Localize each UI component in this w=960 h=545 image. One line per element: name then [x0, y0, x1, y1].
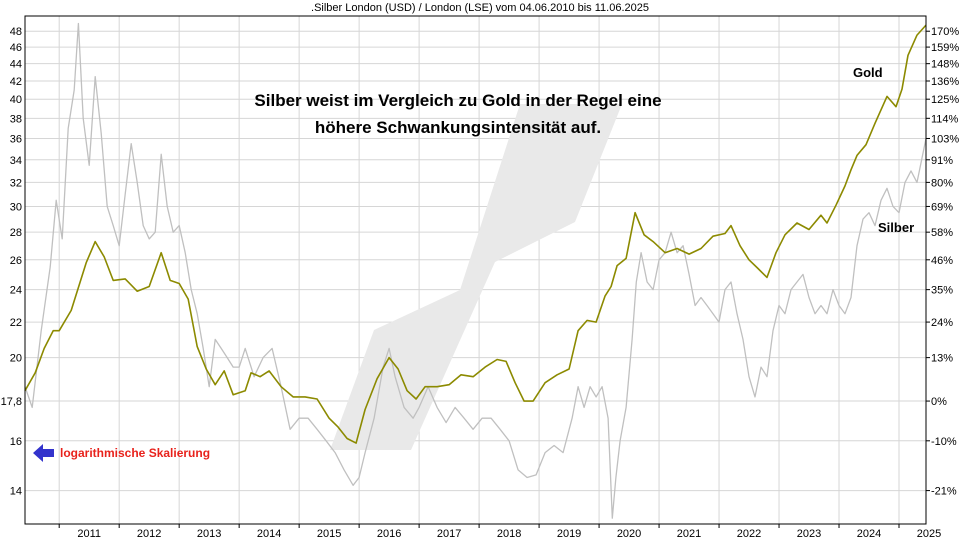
- x-tick-label: 2025: [917, 528, 941, 540]
- y-tick-label-right: 13%: [931, 353, 953, 365]
- y-tick-label-right: 46%: [931, 255, 953, 267]
- y-tick-label-right: 0%: [931, 396, 947, 408]
- x-axis: 2011 2012 2013 2014 2015 2016 2017 2018 2019 2020…: [58, 524, 941, 540]
- y-tick-label-left: 42: [10, 76, 22, 88]
- x-tick-label: 2023: [797, 528, 821, 540]
- annotation-line-2: höhere Schwankungsintensität auf.: [315, 118, 601, 137]
- y-tick-label-left: 36: [10, 133, 22, 145]
- y-tick-label-right: 80%: [931, 177, 953, 189]
- y-tick-label-left: 40: [10, 94, 22, 106]
- plot-frame: [24, 15, 927, 525]
- y-tick-label-right: 148%: [931, 59, 959, 71]
- x-tick-label: 2015: [317, 528, 341, 540]
- x-tick-label: 2020: [617, 528, 641, 540]
- y-tick-label-right: 159%: [931, 42, 959, 54]
- chart-title: .Silber London (USD) / London (LSE) vom …: [311, 2, 649, 14]
- y-tick-label-left: 46: [10, 42, 22, 54]
- x-tick-label: 2019: [557, 528, 581, 540]
- y-axis-right: -21% -10% 0% 13% 24% 35% 46% 58% 69% 80% 91% 103% 11…: [926, 26, 959, 498]
- y-tick-label-right: 125%: [931, 94, 959, 106]
- annotation-line-1: Silber weist im Vergleich zu Gold in der…: [254, 91, 661, 110]
- y-tick-label-right: 136%: [931, 76, 959, 88]
- y-tick-label-right: 24%: [931, 317, 953, 329]
- grid: [25, 16, 926, 524]
- y-tick-label-right: 103%: [931, 133, 959, 145]
- arrow-left-icon: [33, 444, 54, 462]
- y-tick-label-left: 44: [10, 59, 22, 71]
- y-tick-label-left: 28: [10, 227, 22, 239]
- y-tick-label-left: 24: [10, 285, 22, 297]
- series-line-silber: [24, 22, 927, 519]
- series-label-silber: Silber: [878, 220, 914, 235]
- x-tick-label: 2016: [377, 528, 401, 540]
- y-tick-label-left: 48: [10, 26, 22, 38]
- series-label-gold: Gold: [853, 65, 883, 80]
- x-tick-label: 2021: [677, 528, 701, 540]
- y-tick-label-right: -10%: [931, 436, 957, 448]
- x-tick-label: 2022: [737, 528, 761, 540]
- y-tick-label-right: 114%: [931, 113, 959, 125]
- y-tick-label-left: 14: [10, 486, 22, 498]
- scale-note: logarithmische Skalierung: [60, 446, 210, 460]
- x-tick-label: 2024: [857, 528, 881, 540]
- y-tick-label-left: 38: [10, 113, 22, 125]
- y-tick-label-left: 32: [10, 177, 22, 189]
- x-tick-label: 2011: [77, 528, 101, 540]
- x-tick-label: 2017: [437, 528, 461, 540]
- y-tick-label-left: 17,8: [1, 396, 22, 408]
- y-tick-label-right: 69%: [931, 201, 953, 213]
- y-tick-label-right: 91%: [931, 155, 953, 167]
- y-tick-label-right: -21%: [931, 486, 957, 498]
- y-tick-label-left: 26: [10, 255, 22, 267]
- x-tick-label: 2018: [497, 528, 521, 540]
- y-axis-left: 14 16 17,8 20 22 24 26 28 30 32 34 36 38 40 42 44 46 48: [1, 26, 22, 497]
- y-tick-label-right: 35%: [931, 285, 953, 297]
- y-tick-label-left: 20: [10, 353, 22, 365]
- series-line-gold: [24, 24, 927, 444]
- y-tick-label-right: 170%: [931, 26, 959, 38]
- y-tick-label-left: 16: [10, 436, 22, 448]
- x-tick-label: 2013: [197, 528, 221, 540]
- x-tick-label: 2014: [257, 528, 281, 540]
- y-tick-label-left: 30: [10, 201, 22, 213]
- y-tick-label-left: 22: [10, 317, 22, 329]
- volatility-illustration: [330, 104, 622, 450]
- series-layer: [24, 22, 927, 519]
- x-tick-label: 2012: [137, 528, 161, 540]
- y-tick-label-left: 34: [10, 155, 22, 167]
- y-tick-label-right: 58%: [931, 227, 953, 239]
